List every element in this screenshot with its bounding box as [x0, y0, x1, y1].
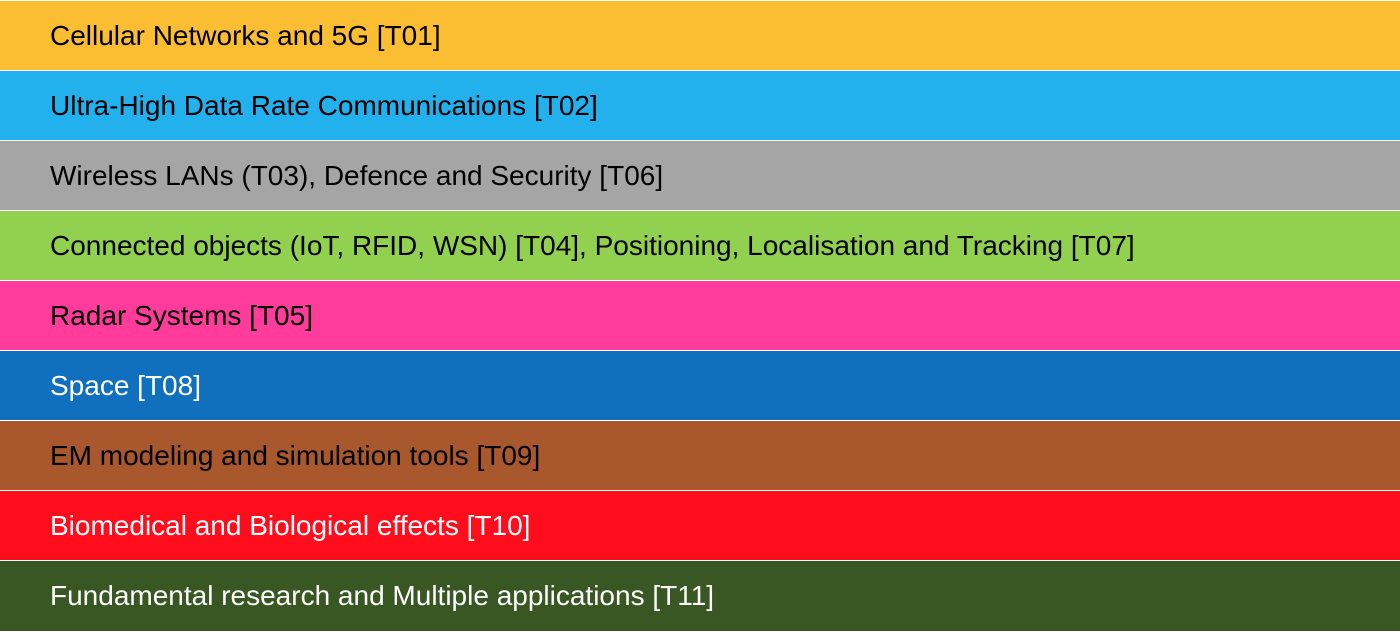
band-label: EM modeling and simulation tools [T09] — [50, 439, 541, 471]
band-t11: Fundamental research and Multiple applic… — [0, 561, 1400, 631]
band-t01: Cellular Networks and 5G [T01] — [0, 1, 1400, 70]
band-t09: EM modeling and simulation tools [T09] — [0, 421, 1400, 490]
band-label: Space [T08] — [50, 369, 201, 401]
band-label: Ultra-High Data Rate Communications [T02… — [50, 89, 598, 121]
band-label: Fundamental research and Multiple applic… — [50, 580, 715, 611]
band-t02: Ultra-High Data Rate Communications [T02… — [0, 71, 1400, 140]
band-t05: Radar Systems [T05] — [0, 281, 1400, 350]
band-t10: Biomedical and Biological effects [T10] — [0, 491, 1400, 560]
band-label: Connected objects (IoT, RFID, WSN) [T04]… — [50, 229, 1135, 261]
band-t08: Space [T08] — [0, 351, 1400, 420]
band-t04-t07: Connected objects (IoT, RFID, WSN) [T04]… — [0, 211, 1400, 280]
band-label: Cellular Networks and 5G [T01] — [50, 19, 441, 51]
band-label: Radar Systems [T05] — [50, 299, 313, 331]
band-label: Biomedical and Biological effects [T10] — [50, 509, 531, 541]
band-t03-t06: Wireless LANs (T03), Defence and Securit… — [0, 141, 1400, 210]
band-label: Wireless LANs (T03), Defence and Securit… — [50, 159, 664, 191]
